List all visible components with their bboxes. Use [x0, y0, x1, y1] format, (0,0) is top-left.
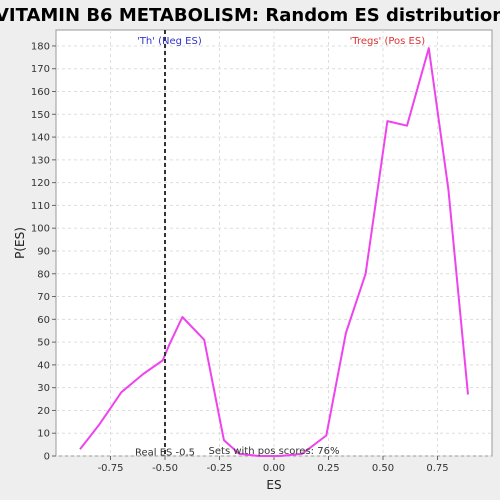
y-axis-label: P(ES)	[13, 227, 27, 259]
x-axis-label: ES	[266, 478, 281, 492]
series-group	[79, 47, 469, 457]
y-tick-label: 10	[37, 429, 50, 440]
x-tick-label: -0.50	[152, 463, 178, 474]
x-tick-label: -0.25	[207, 463, 233, 474]
y-tick-label: 30	[37, 383, 50, 394]
y-tick-label: 140	[31, 133, 50, 144]
y-tick-label: 170	[31, 64, 50, 75]
x-tick-label: -0.75	[98, 463, 124, 474]
y-tick-label: 80	[37, 269, 50, 280]
y-tick-label: 130	[31, 155, 50, 166]
y-tick-label: 100	[31, 224, 50, 235]
x-tick-label: 0.75	[426, 463, 448, 474]
y-tick-label: 110	[31, 201, 50, 212]
y-tick-label: 120	[31, 178, 50, 189]
x-tick-label: 0.25	[317, 463, 339, 474]
chart-title: VITAMIN B6 METABOLISM: Random ES distrib…	[0, 5, 500, 26]
neg-es-label: 'Th' (Neg ES)	[137, 36, 202, 47]
x-tick-label: 0.50	[372, 463, 394, 474]
y-tick-label: 20	[37, 406, 50, 417]
y-tick-label: 90	[37, 246, 50, 257]
x-axis-ticks: -0.75 -0.50 -0.25 0.00 0.25 0.50 0.75	[98, 456, 449, 474]
y-tick-label: 60	[37, 315, 50, 326]
y-tick-label: 180	[31, 41, 50, 52]
y-tick-label: 160	[31, 87, 50, 98]
y-tick-label: 40	[37, 360, 50, 371]
real-es-label: Real ES -0.5	[135, 448, 195, 459]
pos-scores-label: Sets with pos scores: 76%	[209, 446, 340, 457]
y-tick-label: 50	[37, 338, 50, 349]
y-axis-ticks: 0 10 20 30 40 50 60 70 80 90 100 110 120 130 140 150 160…	[31, 41, 56, 463]
x-tick-label: 0.00	[263, 463, 285, 474]
grid-lines	[56, 30, 492, 457]
pos-es-label: 'Tregs' (Pos ES)	[350, 36, 426, 47]
y-tick-label: 150	[31, 110, 50, 121]
y-tick-label: 0	[44, 452, 50, 463]
y-tick-label: 70	[37, 292, 50, 303]
es-distribution-line	[79, 47, 469, 457]
